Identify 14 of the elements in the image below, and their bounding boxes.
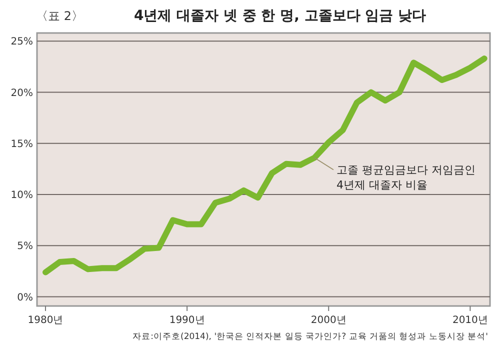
text: 자료:이주호(2014), '한국은 인적자본 일등 국가인가? 교육 거품의 형성과 노동시장 분석'	[132, 332, 488, 342]
y-tick-label: 25%	[10, 36, 33, 48]
y-tick-label: 20%	[10, 88, 33, 99]
y-tick-label: 0%	[17, 292, 33, 304]
x-tick-label: 2000년	[310, 315, 346, 326]
x-tick-label: 1990년	[169, 315, 205, 326]
annotation: 고졸 평균임금보다 저임금인 4년제 대졸자 비율	[336, 164, 476, 192]
y-tick-label: 5%	[17, 241, 33, 252]
y-tick-label: 15%	[10, 138, 33, 150]
x-tick-label: 1980년	[28, 315, 64, 326]
x-tick-label: 2010년	[452, 315, 488, 326]
text: 〈표 2〉	[36, 9, 84, 23]
y-tick-label: 10%	[10, 190, 33, 202]
chart-title: 4년제 대졸자 넷 중 한 명, 고졸보다 임금 낮다	[134, 8, 426, 24]
